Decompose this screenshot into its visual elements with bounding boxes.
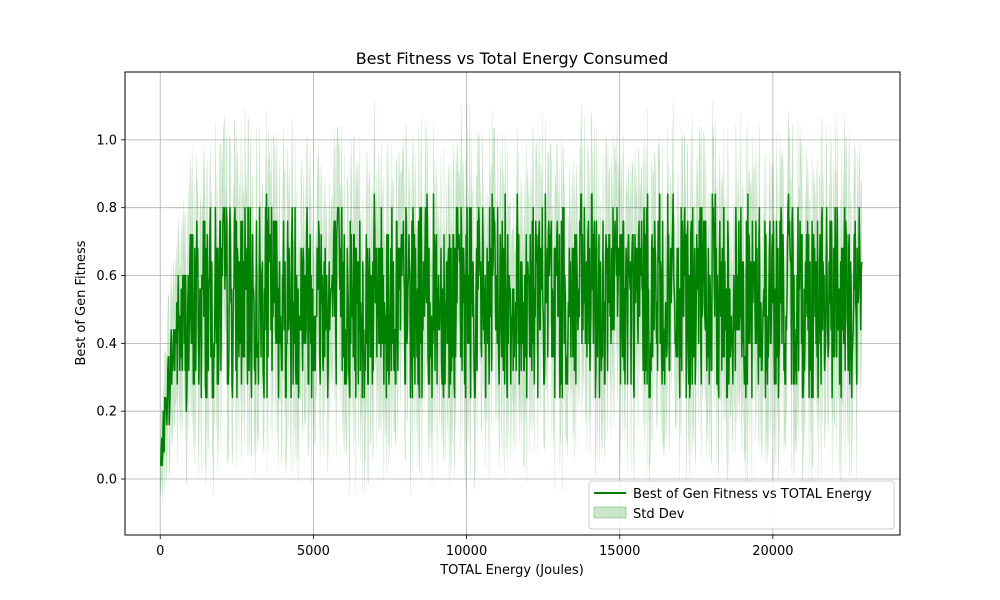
fitness-series-line: [159, 193, 863, 467]
chart-title: Best Fitness vs Total Energy Consumed: [356, 49, 669, 68]
y-tick-label: 0.8: [96, 201, 117, 216]
x-axis-ticks: 0 5000 10000 15000 20000: [156, 535, 794, 559]
y-axis-ticks: 0.0 0.2 0.4 0.6 0.8 1.0: [96, 133, 125, 488]
y-tick-label: 0.4: [96, 337, 117, 352]
x-tick-label: 20000: [752, 544, 793, 559]
legend: Best of Gen Fitness vs TOTAL Energy Std …: [588, 480, 895, 530]
plot-area: [124, 71, 901, 536]
legend-patch-swatch: [593, 506, 627, 519]
x-tick-label: 10000: [446, 544, 487, 559]
y-axis-label: Best of Gen Fitness: [74, 240, 89, 365]
x-tick-label: 5000: [297, 544, 330, 559]
legend-label-stddev: Std Dev: [633, 507, 685, 522]
y-tick-label: 1.0: [96, 133, 117, 148]
x-tick-label: 15000: [599, 544, 640, 559]
plot-frame: [124, 71, 901, 536]
y-tick-label: 0.2: [96, 405, 117, 420]
y-tick-label: 0.6: [96, 269, 117, 284]
fitness-line: [159, 193, 863, 467]
x-axis-label: TOTAL Energy (Joules): [439, 563, 584, 578]
y-tick-label: 0.0: [96, 473, 117, 488]
legend-box: [588, 480, 895, 530]
legend-label-fitness: Best of Gen Fitness vs TOTAL Energy: [633, 487, 872, 502]
x-tick-label: 0: [156, 544, 164, 559]
